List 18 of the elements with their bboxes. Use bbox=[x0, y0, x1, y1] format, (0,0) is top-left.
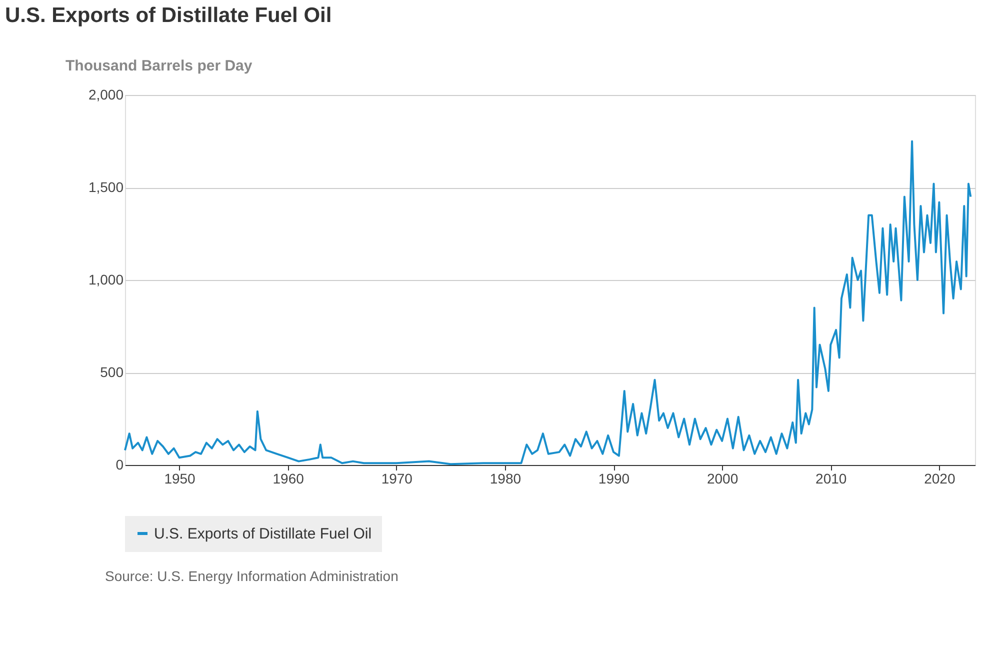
x-tick-label: 1960 bbox=[272, 470, 304, 486]
x-tick-label: 1980 bbox=[490, 470, 522, 486]
x-tick-label: 1950 bbox=[164, 470, 196, 486]
y-tick-label: 0 bbox=[116, 456, 124, 472]
y-tick-label: 1,000 bbox=[88, 272, 124, 288]
x-tick-label: 2010 bbox=[816, 470, 847, 486]
x-tick-label: 2020 bbox=[924, 470, 956, 486]
x-tick-label: 1990 bbox=[598, 470, 630, 486]
x-tick-label: 2000 bbox=[706, 470, 738, 486]
y-axis-title: Thousand Barrels per Day bbox=[66, 58, 253, 74]
y-tick-label: 2,000 bbox=[88, 86, 124, 102]
chart-title: U.S. Exports of Distillate Fuel Oil bbox=[5, 4, 332, 27]
line-series bbox=[124, 140, 972, 466]
source-note: Source: U.S. Energy Information Administration bbox=[105, 568, 398, 584]
x-tick-label: 1970 bbox=[381, 470, 413, 486]
legend-label: U.S. Exports of Distillate Fuel Oil bbox=[154, 526, 372, 542]
y-tick-label: 1,500 bbox=[88, 179, 124, 195]
y-tick-label: 500 bbox=[100, 364, 124, 380]
